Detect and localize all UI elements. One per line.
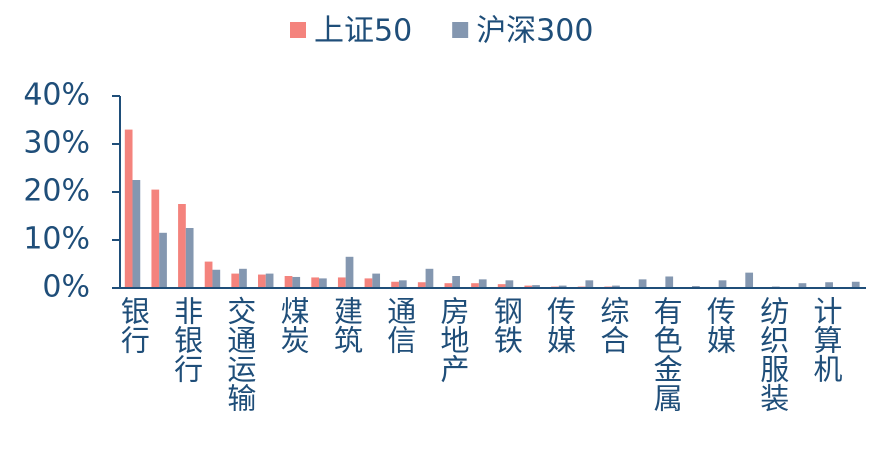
bar bbox=[532, 285, 540, 288]
bar bbox=[524, 285, 533, 288]
bar bbox=[391, 281, 399, 288]
bar bbox=[471, 283, 479, 288]
bar bbox=[159, 232, 167, 288]
x-tick-label: 纺织服装 bbox=[756, 296, 790, 412]
bar bbox=[185, 228, 194, 288]
bar bbox=[478, 279, 487, 288]
y-tick-label: 20% bbox=[23, 174, 90, 209]
bar bbox=[585, 280, 594, 288]
legend-swatch bbox=[452, 22, 469, 38]
bar bbox=[638, 279, 647, 288]
bar bbox=[558, 285, 567, 288]
bar bbox=[398, 280, 407, 288]
x-tick-label: 非银行 bbox=[170, 296, 204, 383]
bar bbox=[665, 276, 674, 288]
x-tick-label: 传媒 bbox=[543, 296, 577, 354]
bar bbox=[311, 277, 320, 288]
bar bbox=[212, 269, 221, 288]
bar bbox=[337, 277, 346, 288]
bar bbox=[178, 204, 186, 288]
bar bbox=[364, 278, 373, 288]
bar bbox=[231, 273, 240, 288]
bar bbox=[452, 276, 460, 288]
bar bbox=[258, 274, 266, 288]
bar bbox=[825, 282, 833, 288]
bar bbox=[204, 261, 213, 288]
x-tick-label: 交通运输 bbox=[223, 296, 257, 412]
y-tick-label: 30% bbox=[23, 126, 90, 161]
y-tick-label: 40% bbox=[23, 78, 90, 113]
bar bbox=[132, 180, 141, 288]
x-tick-label: 有色金属 bbox=[649, 296, 683, 412]
bar bbox=[284, 276, 293, 288]
y-tick-label: 10% bbox=[23, 222, 90, 257]
x-tick-label: 煤炭 bbox=[276, 296, 310, 354]
legend-label: 上证50 bbox=[314, 14, 412, 49]
legend-swatch bbox=[290, 22, 306, 38]
bar bbox=[265, 273, 274, 288]
x-tick-label: 银行 bbox=[116, 296, 150, 354]
bar bbox=[239, 268, 247, 288]
legend-label: 沪深300 bbox=[476, 14, 593, 49]
bar bbox=[745, 272, 754, 288]
x-tick-label: 综合 bbox=[596, 296, 630, 354]
bar bbox=[345, 256, 354, 288]
bar bbox=[292, 276, 301, 288]
bar bbox=[718, 280, 727, 288]
bar bbox=[425, 268, 434, 288]
x-tick-label: 计算机 bbox=[809, 296, 843, 383]
x-tick-label: 钢铁 bbox=[489, 296, 523, 354]
bar bbox=[372, 273, 381, 288]
bar bbox=[124, 129, 133, 288]
bar bbox=[851, 281, 860, 288]
bar bbox=[798, 283, 807, 288]
x-tick-label: 通信 bbox=[383, 296, 417, 354]
bar bbox=[497, 284, 506, 288]
bar bbox=[612, 285, 620, 288]
y-tick-label: 0% bbox=[42, 270, 90, 305]
x-tick-label: 房地产 bbox=[436, 296, 470, 383]
x-tick-label: 传媒 bbox=[702, 296, 736, 354]
bar bbox=[319, 278, 327, 288]
bar bbox=[505, 280, 514, 288]
bar bbox=[417, 282, 426, 288]
bar bbox=[151, 189, 160, 288]
bar bbox=[444, 283, 453, 288]
x-tick-label: 建筑 bbox=[329, 296, 363, 354]
